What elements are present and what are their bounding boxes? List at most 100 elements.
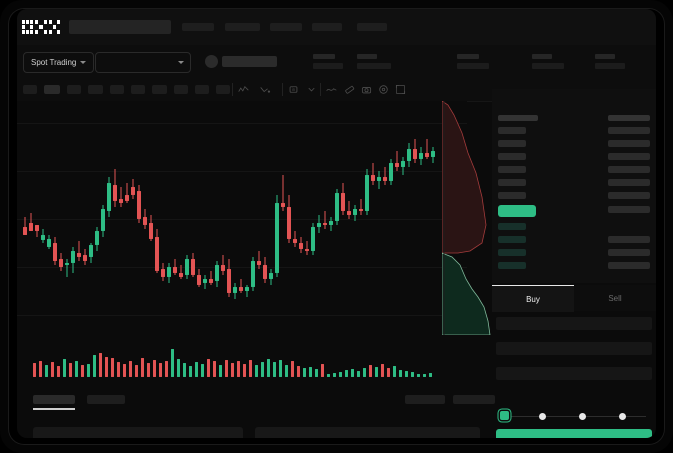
timeframe-chip-1[interactable] bbox=[23, 85, 37, 94]
nav-item-2[interactable] bbox=[225, 23, 260, 31]
okx-logo[interactable] bbox=[22, 20, 60, 34]
candle bbox=[305, 101, 309, 335]
timeframe-chip-9[interactable] bbox=[195, 85, 209, 94]
stepper-dot-3[interactable] bbox=[579, 413, 586, 420]
candle-wick bbox=[258, 251, 260, 269]
timeframe-chip-3[interactable] bbox=[67, 85, 81, 94]
timeframe-chip-2[interactable] bbox=[44, 85, 60, 94]
orderbook-ask-row[interactable] bbox=[498, 179, 526, 186]
nav-item-4[interactable] bbox=[312, 23, 342, 31]
candle bbox=[275, 101, 279, 335]
volume-bar bbox=[237, 361, 240, 377]
onboarding-stepper bbox=[496, 411, 652, 422]
settings-icon[interactable] bbox=[378, 84, 389, 95]
candle-body bbox=[299, 243, 303, 249]
bottom-right-tab-1[interactable] bbox=[405, 395, 445, 404]
trade-field-3[interactable] bbox=[496, 367, 652, 380]
candle bbox=[425, 101, 429, 335]
candle bbox=[137, 101, 141, 335]
candle bbox=[161, 101, 165, 335]
volume-bar bbox=[129, 361, 132, 377]
nav-brand-skeleton[interactable] bbox=[69, 20, 171, 34]
tab-buy[interactable]: Buy bbox=[492, 285, 574, 312]
indicator-icon[interactable] bbox=[238, 84, 249, 95]
stepper-dot-4[interactable] bbox=[619, 413, 626, 420]
timeframe-chip-7[interactable] bbox=[152, 85, 167, 94]
spot-trading-dropdown[interactable]: Spot Trading bbox=[23, 52, 95, 73]
candle bbox=[257, 101, 261, 335]
candle-body bbox=[149, 223, 153, 239]
volume-bar bbox=[405, 371, 408, 377]
bottom-panel-2[interactable] bbox=[255, 427, 480, 438]
trade-field-2[interactable] bbox=[496, 342, 652, 355]
bottom-tab-1-underline bbox=[33, 408, 75, 410]
stat-value bbox=[532, 63, 564, 69]
stat-label bbox=[313, 54, 335, 59]
candle-body bbox=[221, 265, 225, 271]
candle bbox=[263, 101, 267, 335]
candle-body bbox=[269, 273, 273, 279]
volume-bar bbox=[411, 372, 414, 377]
candle bbox=[119, 101, 123, 335]
stepper-dot-2[interactable] bbox=[539, 413, 546, 420]
volume-bar bbox=[225, 360, 228, 377]
fullscreen-icon[interactable] bbox=[395, 84, 406, 95]
candle bbox=[179, 101, 183, 335]
candle bbox=[413, 101, 417, 335]
candle-body bbox=[41, 235, 45, 240]
orderbook-ask-row[interactable] bbox=[498, 127, 526, 134]
candle-body bbox=[197, 275, 201, 285]
primary-cta-button[interactable] bbox=[496, 429, 652, 438]
stepper-dot-1[interactable] bbox=[500, 411, 509, 420]
timeframe-chip-10[interactable] bbox=[216, 85, 230, 94]
bottom-tab-2[interactable] bbox=[87, 395, 125, 404]
orderbook-bid-row[interactable] bbox=[498, 236, 526, 243]
bottom-panel-1[interactable] bbox=[33, 427, 243, 438]
bottom-tab-1[interactable] bbox=[33, 395, 75, 404]
candle-body bbox=[29, 223, 33, 231]
tab-sell[interactable]: Sell bbox=[574, 285, 656, 311]
orderbook-ask-row[interactable] bbox=[498, 166, 526, 173]
trade-field-1[interactable] bbox=[496, 317, 652, 330]
orderbook-ask-row[interactable] bbox=[498, 153, 526, 160]
camera-icon[interactable] bbox=[361, 84, 372, 95]
orderbook-ask-row[interactable] bbox=[498, 192, 526, 199]
candle-body bbox=[245, 287, 249, 291]
pair-select[interactable] bbox=[95, 52, 191, 73]
orderbook-ask-row[interactable] bbox=[498, 140, 526, 147]
line-type-icon[interactable] bbox=[326, 84, 337, 95]
timeframe-chip-5[interactable] bbox=[110, 85, 124, 94]
candle-body bbox=[371, 175, 375, 181]
volume-bar bbox=[231, 363, 234, 377]
candlestick-chart[interactable] bbox=[17, 101, 467, 335]
nav-item-3[interactable] bbox=[270, 23, 302, 31]
orderbook-current-price[interactable] bbox=[498, 205, 536, 217]
ruler-icon[interactable] bbox=[344, 84, 355, 95]
chevron-down-icon bbox=[178, 61, 184, 64]
nav-item-1[interactable] bbox=[182, 23, 214, 31]
volume-bar bbox=[159, 363, 162, 377]
volume-bar bbox=[69, 363, 72, 377]
alert-icon[interactable]: in bbox=[288, 84, 299, 95]
orderbook-panel[interactable] bbox=[492, 89, 656, 283]
orderbook-bid-row[interactable] bbox=[498, 223, 526, 230]
orderbook-bid-row[interactable] bbox=[498, 262, 526, 269]
candle-body bbox=[329, 221, 333, 225]
orderbook-ask-size bbox=[608, 166, 650, 173]
chevron-down-icon[interactable] bbox=[306, 84, 317, 95]
candle-body bbox=[83, 255, 87, 261]
timeframe-chip-4[interactable] bbox=[88, 85, 103, 94]
bottom-right-tab-2[interactable] bbox=[453, 395, 495, 404]
candle-wick bbox=[240, 279, 242, 293]
volume-bar bbox=[153, 360, 156, 377]
timeframe-chip-6[interactable] bbox=[131, 85, 145, 94]
candle-body bbox=[317, 223, 321, 227]
orderbook-ask-size bbox=[608, 127, 650, 134]
volume-bar bbox=[315, 369, 318, 377]
timeframe-chip-8[interactable] bbox=[174, 85, 188, 94]
orderbook-bid-row[interactable] bbox=[498, 249, 526, 256]
nav-item-5[interactable] bbox=[357, 23, 387, 31]
candle bbox=[419, 101, 423, 335]
compare-icon[interactable] bbox=[260, 84, 271, 95]
volume-bar bbox=[309, 367, 312, 377]
